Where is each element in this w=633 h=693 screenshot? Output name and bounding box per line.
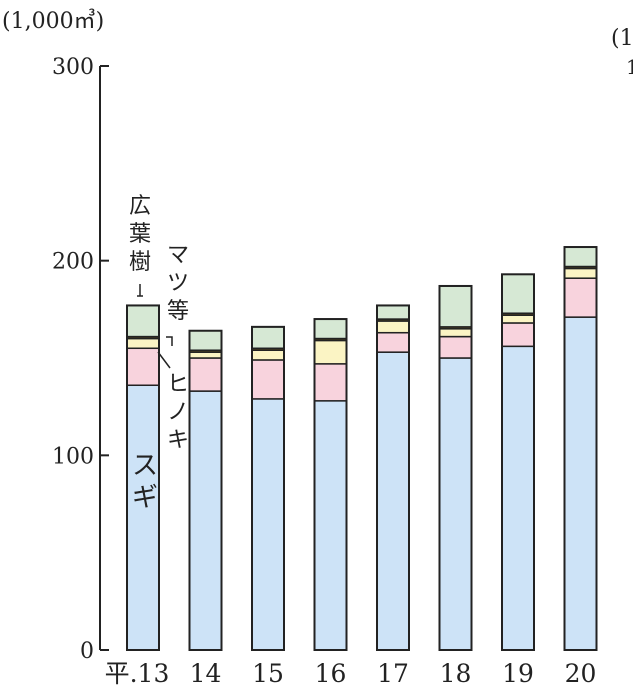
bar-segment xyxy=(376,331,410,353)
bar-outline xyxy=(501,273,535,651)
y-tick-label: 200 xyxy=(52,250,94,275)
bar-segment xyxy=(188,390,223,651)
label-matsu-char: マ xyxy=(167,243,189,268)
bar-segment xyxy=(563,267,598,279)
bar-segment xyxy=(313,318,348,340)
label-sugi-char: ス xyxy=(132,451,158,481)
bar-segment xyxy=(438,328,473,338)
bar-stack xyxy=(126,304,160,651)
x-tick-label: 16 xyxy=(315,659,347,688)
label-sugi-char: ギ xyxy=(132,483,158,513)
bar-segment xyxy=(126,384,160,651)
bar-segment xyxy=(501,314,535,324)
bar-segment xyxy=(501,345,535,651)
label-hinoki-char: ノ xyxy=(167,400,189,425)
label-hinoki-char: ヒ xyxy=(167,372,189,397)
label-hinoki: ヒノキ xyxy=(167,372,189,453)
bar-segment xyxy=(376,320,410,334)
bar-segment xyxy=(563,246,598,268)
x-tick-label: 14 xyxy=(190,659,222,688)
bar-segment xyxy=(251,326,285,350)
label-hinoki-char: キ xyxy=(167,428,189,453)
bar-stack xyxy=(188,329,223,651)
bar-outline xyxy=(313,318,348,651)
bar-segment xyxy=(126,304,160,338)
y-tick-label: 300 xyxy=(52,55,94,80)
bar-segment xyxy=(563,316,598,651)
bar-outline xyxy=(376,304,410,651)
bar-outline xyxy=(251,325,285,651)
label-koyoju: 広葉樹 xyxy=(129,194,151,275)
bar-segment xyxy=(251,349,285,361)
bar-segment xyxy=(376,351,410,651)
x-tick-label: 平.13 xyxy=(105,659,170,688)
bar-segment xyxy=(188,357,223,392)
bar-segment xyxy=(501,322,535,348)
label-koyoju-char: 広 xyxy=(129,194,151,219)
label-matsu-char: ツ xyxy=(167,271,189,296)
bar-segment xyxy=(126,347,160,387)
bar-stack xyxy=(313,318,348,651)
bar-segment xyxy=(251,398,285,651)
x-tick-label: 18 xyxy=(440,659,472,688)
bar-stack xyxy=(501,273,535,651)
label-koyoju-char: 葉 xyxy=(129,222,151,247)
bar-stack xyxy=(563,246,598,651)
bar-segment xyxy=(438,357,473,651)
label-matsu-char: 等 xyxy=(167,299,189,324)
x-tick-label: 17 xyxy=(377,659,409,688)
bars xyxy=(126,246,598,651)
bar-stack xyxy=(376,304,410,651)
bar-segment xyxy=(313,339,348,365)
bar-segment xyxy=(251,359,285,400)
bar-segment xyxy=(501,273,535,314)
bar-stack xyxy=(438,284,473,651)
x-tick-label: 19 xyxy=(502,659,534,688)
leader-matsu xyxy=(166,336,173,346)
y-tick-label: 0 xyxy=(80,639,94,664)
bar-segment xyxy=(376,304,410,320)
x-tick-label: 20 xyxy=(565,659,597,688)
bar-segment xyxy=(126,337,160,350)
label-matsu: マツ等 xyxy=(167,243,189,324)
label-koyoju-char: 樹 xyxy=(129,250,151,275)
bar-outline xyxy=(126,304,160,651)
bar-segment xyxy=(313,363,348,402)
bar-outline xyxy=(188,329,223,651)
y-axis: 0 100 200 300 xyxy=(52,55,109,664)
x-axis-labels: 平.13 14 15 16 17 18 19 20 xyxy=(105,659,597,688)
label-sugi: スギ xyxy=(132,451,158,513)
bar-segment xyxy=(313,400,348,651)
cut-off-note: 1 xyxy=(626,55,633,79)
bar-segment xyxy=(188,329,223,351)
bar-outline xyxy=(563,246,598,651)
leader-hinoki xyxy=(157,351,171,369)
bar-outline xyxy=(438,284,473,651)
bar-segment xyxy=(438,335,473,359)
cut-off-unit-label: (1 xyxy=(611,26,633,51)
bar-stack xyxy=(251,325,285,651)
bar-segment xyxy=(188,351,223,359)
y-tick-label: 100 xyxy=(52,444,94,469)
bar-segment xyxy=(438,285,473,328)
bar-segment xyxy=(563,277,598,318)
unit-label: (1,000㎥) xyxy=(2,8,104,34)
x-tick-label: 15 xyxy=(252,659,284,688)
